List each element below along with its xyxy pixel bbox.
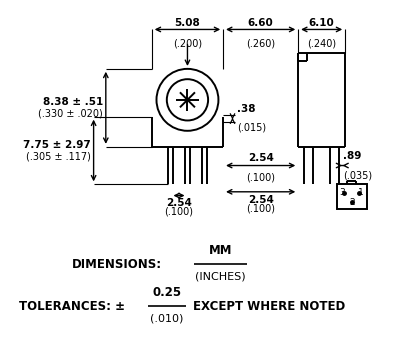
Text: DIMENSIONS:: DIMENSIONS:: [72, 257, 162, 271]
Text: MM: MM: [208, 244, 232, 256]
Text: 2.54: 2.54: [248, 195, 274, 205]
Text: 0.25: 0.25: [152, 286, 181, 299]
Text: (INCHES): (INCHES): [195, 272, 246, 281]
Text: (.035): (.035): [343, 170, 372, 180]
Text: (.015): (.015): [237, 122, 266, 132]
Text: 6.60: 6.60: [248, 18, 274, 27]
Text: 5.08: 5.08: [174, 18, 200, 27]
Text: 6.10: 6.10: [309, 18, 334, 27]
Text: (.100): (.100): [164, 207, 194, 217]
Text: (.010): (.010): [150, 314, 184, 324]
Text: 1: 1: [358, 188, 364, 197]
Text: 7.75 ± 2.97: 7.75 ± 2.97: [23, 140, 91, 150]
Text: (.200): (.200): [173, 39, 202, 49]
Bar: [337, 184, 367, 209]
Text: (.305 ± .117): (.305 ± .117): [26, 151, 91, 161]
Text: 2: 2: [349, 198, 354, 206]
Text: (.100): (.100): [246, 203, 275, 213]
Text: EXCEPT WHERE NOTED: EXCEPT WHERE NOTED: [193, 300, 345, 313]
Text: (.260): (.260): [246, 39, 275, 49]
Text: .38: .38: [237, 104, 256, 114]
Text: 2.54: 2.54: [166, 198, 192, 208]
Text: 8.38 ± .51: 8.38 ± .51: [43, 97, 103, 107]
Text: (.100): (.100): [246, 172, 275, 182]
Text: TOLERANCES: ±: TOLERANCES: ±: [18, 300, 124, 313]
Text: 3: 3: [340, 188, 345, 197]
Text: .89: .89: [343, 151, 362, 161]
Text: 2.54: 2.54: [248, 153, 274, 163]
Text: (.330 ± .020): (.330 ± .020): [38, 109, 103, 118]
Text: (.240): (.240): [307, 39, 336, 49]
